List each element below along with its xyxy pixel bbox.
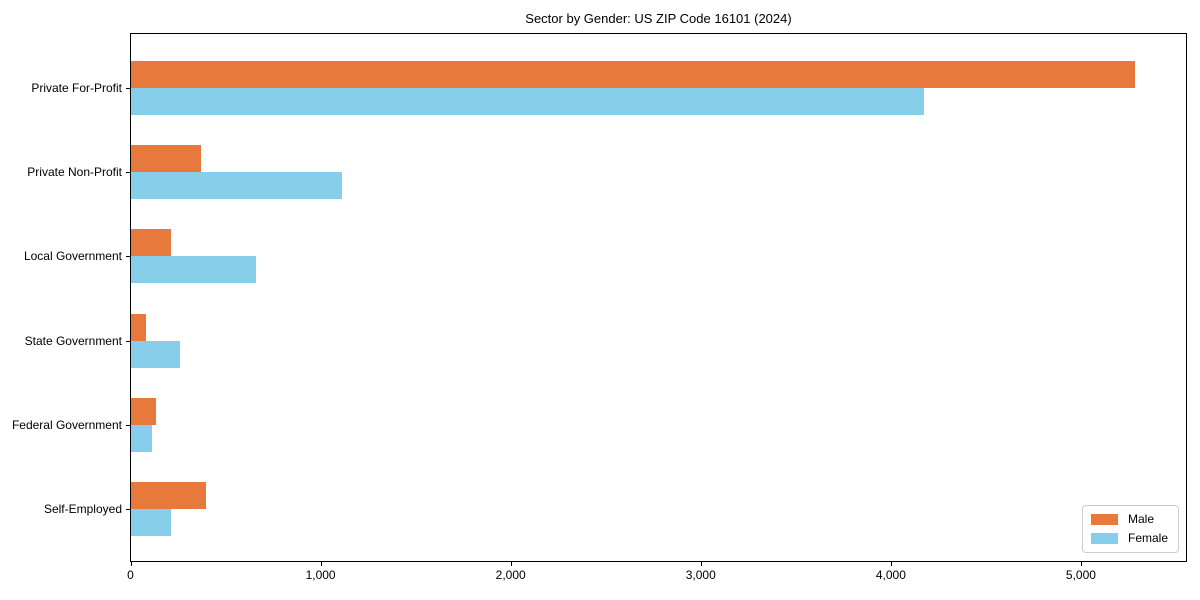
x-tick-label: 2,000 — [495, 568, 526, 582]
x-tick-label: 5,000 — [1065, 568, 1096, 582]
y-axis-label-federal-government: Federal Government — [11, 417, 122, 432]
bar-male-federal-government — [131, 397, 156, 425]
plot-area: Male Female — [130, 33, 1187, 562]
legend-swatch-male — [1090, 514, 1118, 525]
legend-label-female: Female — [1127, 531, 1168, 545]
x-tick-mark — [1080, 562, 1082, 566]
y-tick-mark — [126, 88, 130, 89]
bar-male-self-employed — [131, 482, 207, 509]
y-tick-mark — [126, 172, 130, 174]
bar-male-private-for-profit — [131, 61, 1135, 88]
x-tick-mark — [130, 562, 132, 566]
y-tick-mark — [126, 340, 130, 342]
y-axis-label-local-government: Local Government — [23, 249, 122, 264]
legend-item-male: Male — [1090, 512, 1168, 526]
bar-female-federal-government — [131, 424, 152, 452]
x-tick-mark — [700, 562, 702, 566]
x-tick-mark — [320, 562, 322, 566]
bar-female-self-employed — [131, 509, 171, 536]
x-tick-label: 1,000 — [305, 568, 336, 582]
bar-male-private-non-profit — [131, 145, 202, 173]
x-tick-label: 4,000 — [875, 568, 906, 582]
y-tick-mark — [126, 256, 130, 258]
legend-item-female: Female — [1090, 531, 1168, 545]
x-tick-label: 3,000 — [685, 568, 716, 582]
x-tick-mark — [890, 562, 892, 566]
bar-male-local-government — [131, 229, 171, 257]
chart-title: Sector by Gender: US ZIP Code 16101 (202… — [525, 11, 792, 26]
legend-label-male: Male — [1127, 512, 1154, 526]
y-axis-label-state-government: State Government — [24, 333, 122, 348]
y-axis-label-private-non-profit: Private Non-Profit — [27, 165, 122, 180]
bar-female-local-government — [131, 256, 257, 284]
bar-female-private-non-profit — [131, 172, 342, 200]
bar-female-private-for-profit — [131, 88, 924, 115]
x-tick-mark — [510, 562, 512, 566]
y-tick-mark — [126, 424, 130, 426]
x-tick-label: 0 — [127, 568, 134, 582]
bar-male-state-government — [131, 313, 147, 341]
y-tick-mark — [126, 509, 130, 510]
legend-swatch-female — [1090, 533, 1118, 544]
bar-female-state-government — [131, 340, 181, 368]
y-axis-label-self-employed: Self-Employed — [43, 502, 122, 516]
y-axis-label-private-for-profit: Private For-Profit — [31, 81, 122, 95]
legend: Male Female — [1081, 505, 1179, 553]
